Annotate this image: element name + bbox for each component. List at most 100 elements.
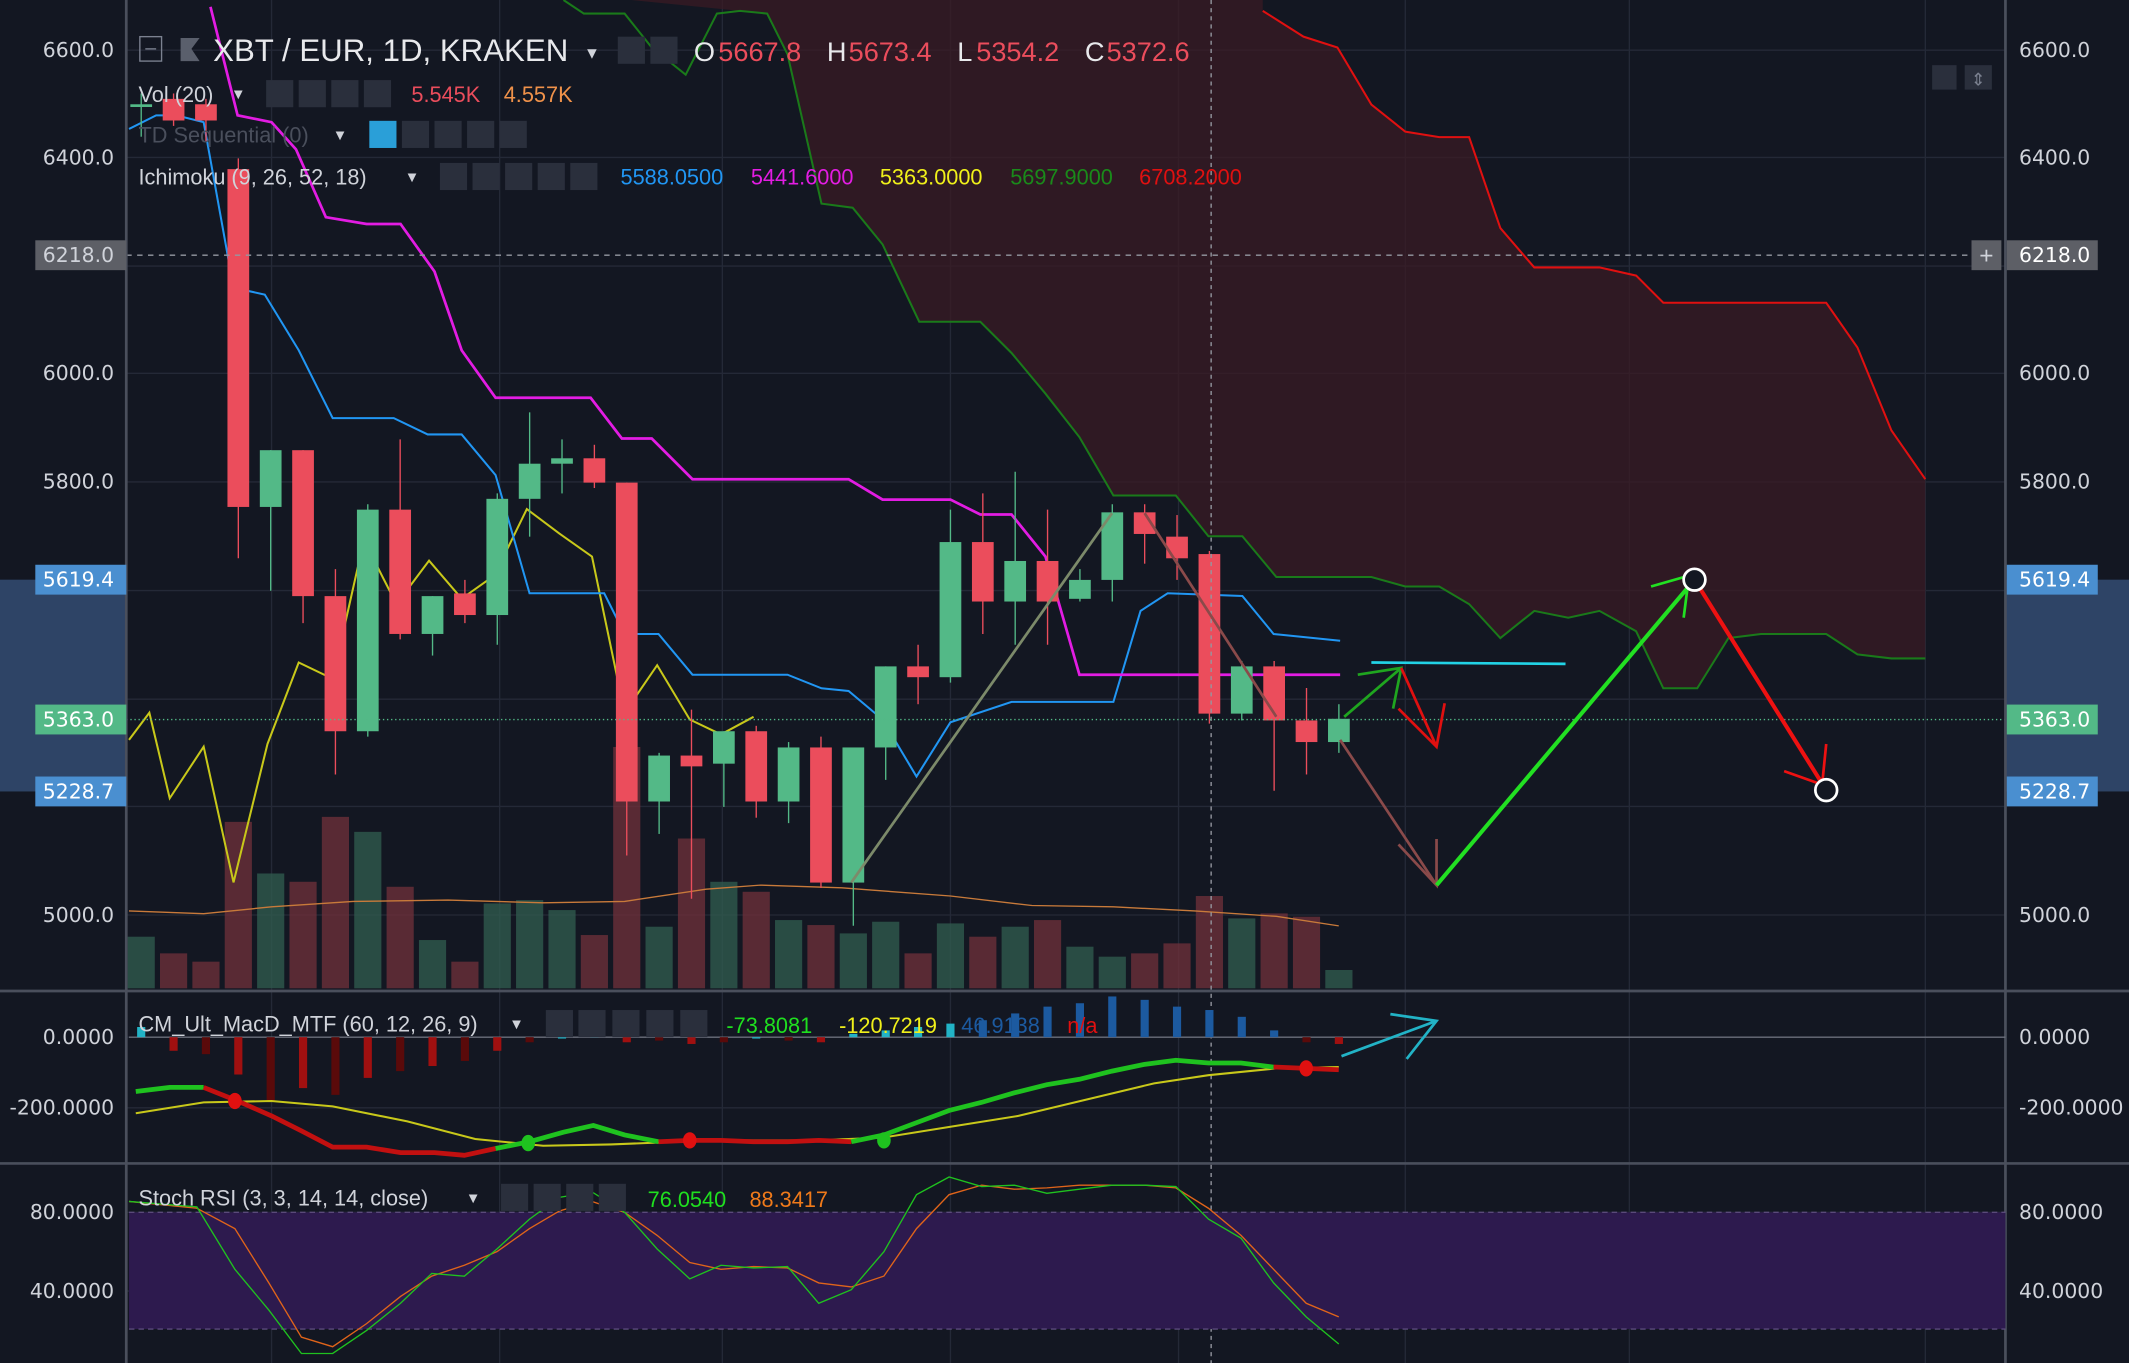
add-alert-button[interactable] — [1971, 240, 2002, 271]
macd-legend[interactable]: CM_Ult_MacD_MTF (60, 12, 26, 9) ▼ -73.80… — [138, 1010, 1098, 1038]
chevron-down-icon[interactable]: ▼ — [466, 1190, 481, 1207]
candle-body — [130, 104, 153, 107]
plus-icon[interactable] — [566, 1183, 594, 1211]
symbol-title[interactable]: XBT / EUR, 1D, KRAKEN — [213, 33, 568, 68]
eye-icon[interactable] — [439, 162, 468, 191]
arrow-down-red-small[interactable] — [1399, 667, 1438, 748]
eye-icon[interactable] — [369, 120, 397, 148]
source-code-icon[interactable] — [612, 1010, 640, 1038]
range-low-label: 5228.7 — [43, 779, 114, 803]
close-label: C — [1085, 36, 1105, 67]
macd-histogram-bar — [298, 1037, 308, 1089]
chevron-down-icon[interactable]: ▼ — [333, 127, 348, 144]
scale-toggle-button[interactable] — [1964, 65, 1992, 90]
projection-down-line[interactable] — [1692, 578, 1828, 792]
axis-tick: 5800.0 — [43, 470, 114, 494]
volume-bar — [418, 940, 447, 989]
macd-histogram-bar — [493, 1037, 502, 1051]
td-sequential-label[interactable]: TD Sequential (0) — [138, 123, 308, 148]
projection-point-high[interactable] — [1682, 567, 1707, 592]
axis-tick: 6600.0 — [43, 38, 114, 62]
na-value: n/a — [1067, 1013, 1098, 1038]
macd-arrow-drawing[interactable] — [1341, 1019, 1438, 1058]
td-sequential-legend[interactable]: TD Sequential (0) ▼ — [138, 120, 527, 148]
gear-icon[interactable] — [401, 120, 430, 148]
stoch-k-line — [128, 1176, 1340, 1355]
macd-histogram-bar — [557, 1037, 567, 1039]
gear-icon[interactable] — [472, 162, 500, 191]
crosshair-price-tag — [35, 240, 127, 271]
axis-tick: 80.0000 — [2019, 1200, 2103, 1224]
user-drawings[interactable] — [850, 512, 1839, 889]
projection-point-low[interactable] — [1813, 777, 1839, 803]
plus-icon[interactable] — [331, 80, 359, 108]
close-icon[interactable] — [570, 162, 598, 191]
candle-body — [1069, 579, 1091, 599]
source-code-icon[interactable] — [505, 162, 533, 191]
collapse-legend-button[interactable] — [139, 35, 163, 62]
chevron-down-icon[interactable]: ▼ — [405, 169, 420, 186]
axis-tick: 0.0000 — [43, 1025, 114, 1049]
eye-icon[interactable] — [617, 36, 645, 64]
arrow-down-brown[interactable] — [1338, 739, 1438, 886]
close-icon[interactable] — [363, 80, 392, 108]
volume-legend[interactable]: Vol (20) ▼ 5.545K 4.557K — [138, 80, 573, 108]
volume-bar — [904, 953, 932, 989]
arrow-up-green-small[interactable] — [1343, 666, 1403, 718]
plus-icon[interactable] — [467, 120, 495, 148]
chevron-down-icon[interactable]: ▼ — [584, 44, 600, 62]
axis-tick: -200.0000 — [10, 1096, 115, 1120]
candle-body — [971, 542, 994, 602]
chevron-down-icon[interactable]: ▼ — [231, 86, 246, 103]
gear-icon[interactable] — [650, 36, 678, 64]
candle-body — [1004, 560, 1027, 602]
gear-icon[interactable] — [533, 1183, 561, 1211]
low-label: L — [957, 36, 972, 67]
projection-up-line[interactable] — [1434, 578, 1697, 887]
eye-icon[interactable] — [501, 1183, 529, 1211]
flag-icon[interactable] — [180, 38, 200, 62]
scale-lock-button[interactable] — [1932, 65, 1957, 90]
macd-histogram-bar — [396, 1037, 405, 1072]
macd-label[interactable]: CM_Ult_MacD_MTF (60, 12, 26, 9) — [138, 1012, 477, 1037]
eye-icon[interactable] — [266, 80, 294, 108]
candle-body — [680, 755, 703, 767]
volume-bar — [872, 921, 900, 989]
ichimoku-legend[interactable]: Ichimoku (9, 26, 52, 18) ▼ 5588.0500 544… — [138, 162, 1242, 191]
close-icon[interactable] — [598, 1183, 626, 1211]
macd-histogram-bar — [914, 1027, 923, 1038]
volume-bar — [1098, 956, 1126, 989]
macd-histogram-bar — [363, 1037, 372, 1078]
stoch-rsi-legend[interactable]: Stoch RSI (3, 3, 14, 14, close) ▼ 76.054… — [138, 1183, 828, 1212]
left-price-axis[interactable]: 6600.0 6400.0 6000.0 5800.0 5000.0 6218.… — [10, 38, 127, 1303]
symbol-legend[interactable]: XBT / EUR, 1D, KRAKEN ▼ O 5667.8 H 5673.… — [139, 33, 1190, 68]
volume-bar — [936, 923, 965, 989]
source-code-icon[interactable] — [434, 120, 462, 148]
candle-body — [648, 755, 670, 802]
chevron-down-icon[interactable]: ▼ — [509, 1016, 524, 1033]
trend-line[interactable] — [850, 512, 1114, 884]
volume-bar — [1292, 916, 1321, 989]
candle-body — [1328, 718, 1350, 743]
axis-tick: 6000.0 — [2019, 361, 2090, 385]
eye-icon[interactable] — [545, 1010, 573, 1038]
close-icon[interactable] — [680, 1010, 708, 1038]
plus-icon[interactable] — [537, 162, 565, 191]
horizontal-resistance-line[interactable] — [1371, 661, 1566, 666]
close-icon[interactable] — [499, 120, 527, 148]
tenkan-value: 5588.0500 — [621, 165, 724, 190]
candle-body — [712, 731, 735, 764]
plus-icon[interactable] — [646, 1010, 674, 1038]
stoch-k-value: 76.0540 — [648, 1187, 727, 1212]
volume-indicator-label[interactable]: Vol (20) — [138, 82, 213, 107]
macd-histogram-bar — [1270, 1030, 1279, 1038]
gear-icon[interactable] — [578, 1010, 606, 1038]
ichimoku-label[interactable]: Ichimoku (9, 26, 52, 18) — [138, 165, 366, 190]
candle-body — [583, 458, 606, 483]
trend-line-down[interactable] — [1143, 512, 1278, 718]
gear-icon[interactable] — [298, 80, 326, 108]
macd-histogram-bar — [881, 1030, 890, 1038]
stoch-rsi-label[interactable]: Stoch RSI (3, 3, 14, 14, close) — [138, 1186, 428, 1211]
right-price-axis[interactable]: 6600.0 6400.0 6000.0 5800.0 5000.0 6218.… — [1971, 38, 2124, 1303]
